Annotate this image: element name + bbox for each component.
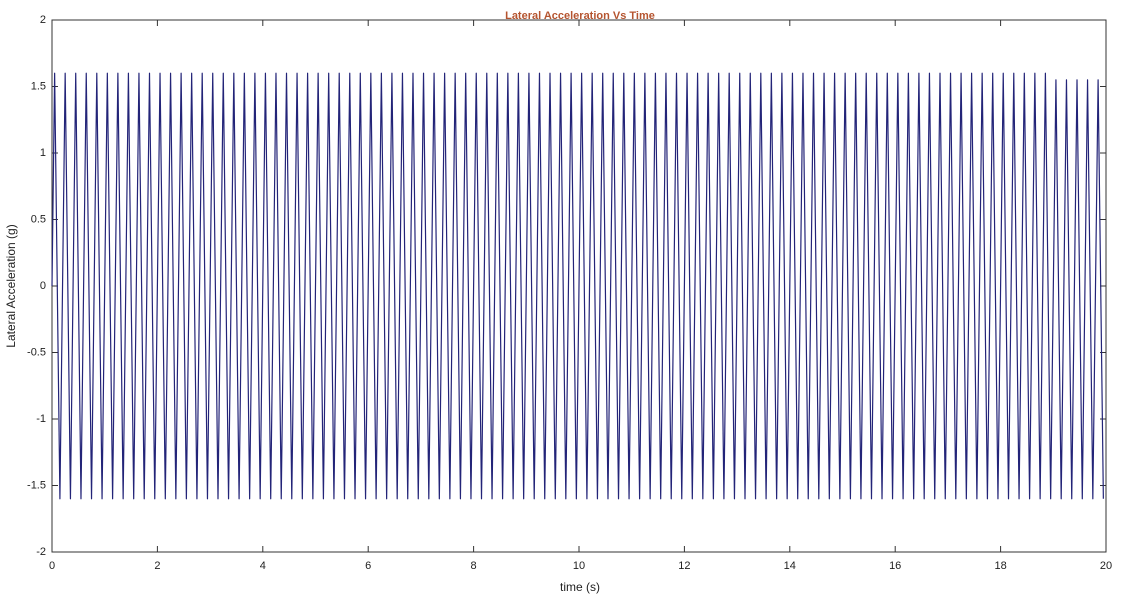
x-tick-label: 16 xyxy=(889,560,901,572)
x-tick-label: 10 xyxy=(573,560,585,572)
x-tick-label: 6 xyxy=(365,560,371,572)
y-tick-label: -2 xyxy=(36,546,46,558)
x-tick-label: 12 xyxy=(678,560,690,572)
x-tick-label: 20 xyxy=(1100,560,1112,572)
y-tick-label: -1.5 xyxy=(27,479,46,491)
y-tick-label: 0.5 xyxy=(31,213,46,225)
x-tick-label: 0 xyxy=(49,560,55,572)
x-tick-label: 4 xyxy=(260,560,266,572)
data-line xyxy=(51,72,1104,500)
x-tick-label: 18 xyxy=(994,560,1006,572)
y-tick-label: 2 xyxy=(40,14,46,26)
y-tick-label: -0.5 xyxy=(27,346,46,358)
chart-title: Lateral Acceleration Vs Time xyxy=(505,10,655,22)
y-tick-label: 1.5 xyxy=(31,80,46,92)
y-axis-label: Lateral Acceleration (g) xyxy=(4,224,18,347)
x-tick-label: 14 xyxy=(784,560,796,572)
y-tick-label: 0 xyxy=(40,280,46,292)
y-tick-label: 1 xyxy=(40,147,46,159)
x-tick-label: 2 xyxy=(154,560,160,572)
x-tick-label: 8 xyxy=(471,560,477,572)
y-tick-label: -1 xyxy=(36,413,46,425)
x-axis-label: time (s) xyxy=(560,580,600,594)
